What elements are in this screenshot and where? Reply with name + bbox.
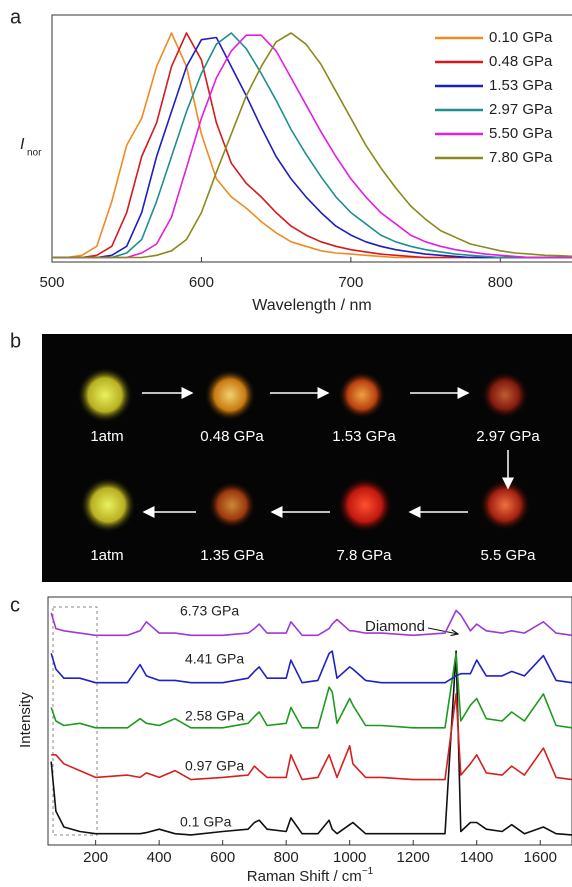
x-tick-label: 1000 — [333, 849, 366, 866]
photo-label: 0.48 GPa — [200, 428, 264, 445]
photo-label: 7.8 GPa — [336, 547, 392, 564]
legend-label: 0.48 GPa — [489, 53, 553, 70]
panel-label: a — [10, 6, 22, 28]
series-line — [51, 694, 572, 780]
series-line — [51, 651, 572, 683]
x-tick-label: 1400 — [460, 849, 493, 866]
series-label: 6.73 GPa — [180, 603, 239, 619]
photo-sample — [481, 371, 529, 419]
x-tick-label: 800 — [274, 849, 299, 866]
photo-sample — [208, 481, 256, 529]
x-tick-label: 400 — [147, 849, 172, 866]
series-label: 0.1 GPa — [180, 814, 232, 830]
photo-background — [42, 334, 572, 582]
series-label: 4.41 GPa — [185, 651, 244, 667]
x-tick-label: 1600 — [524, 849, 557, 866]
photo-label: 5.5 GPa — [480, 547, 536, 564]
legend-label: 1.53 GPa — [489, 77, 553, 94]
photo-panel: 1atm 0.48 GPa 1.53 GPa 2.97 GPa 1atm 1.3… — [42, 334, 572, 582]
series-line — [52, 38, 572, 258]
series-group — [51, 611, 572, 835]
x-axis-label-text: Raman Shift / cm — [247, 868, 362, 885]
plot-frame — [48, 597, 572, 845]
x-tick-label: 800 — [488, 274, 513, 291]
photo-sample — [77, 367, 133, 423]
x-tick-label: 600 — [189, 274, 214, 291]
x-tick-label: 200 — [83, 849, 108, 866]
y-axis-label: I — [20, 136, 25, 153]
series-label: 2.58 GPa — [185, 708, 244, 724]
x-tick-label: 500 — [39, 274, 64, 291]
panel-label: b — [10, 330, 21, 352]
x-tick-label: 700 — [338, 274, 363, 291]
legend-label: 5.50 GPa — [489, 125, 553, 142]
photo-sample — [337, 477, 393, 533]
series-line — [51, 611, 572, 636]
photo-sample — [479, 479, 531, 531]
series-label: 0.97 GPa — [185, 758, 244, 774]
highlight-box — [53, 607, 97, 835]
figure: a b c 1atm 0.48 GPa 1.53 GPa 2.97 GPa 1a… — [0, 0, 572, 887]
x-axis-label: Raman Shift / cm−1 — [247, 866, 374, 885]
photo-sample — [204, 369, 256, 421]
legend-label: 2.97 GPa — [489, 101, 553, 118]
y-axis-label: Intensity — [17, 692, 34, 748]
photo-label: 1.53 GPa — [332, 428, 396, 445]
series-line — [51, 653, 572, 727]
photo-label: 1atm — [90, 547, 123, 564]
photo-label: 1atm — [90, 428, 123, 445]
x-axis-label-sup: −1 — [362, 866, 374, 877]
photo-label: 2.97 GPa — [476, 428, 540, 445]
x-tick-label: 600 — [210, 849, 235, 866]
photo-sample — [80, 477, 136, 533]
legend-label: 0.10 GPa — [489, 29, 553, 46]
photo-label: 1.35 GPa — [200, 547, 264, 564]
y-axis-label-sub: nor — [27, 148, 42, 159]
x-tick-label: 1200 — [397, 849, 430, 866]
photo-sample — [338, 371, 386, 419]
legend-label: 7.80 GPa — [489, 149, 553, 166]
x-axis-label: Wavelength / nm — [252, 297, 371, 314]
panel-label: c — [10, 594, 20, 616]
